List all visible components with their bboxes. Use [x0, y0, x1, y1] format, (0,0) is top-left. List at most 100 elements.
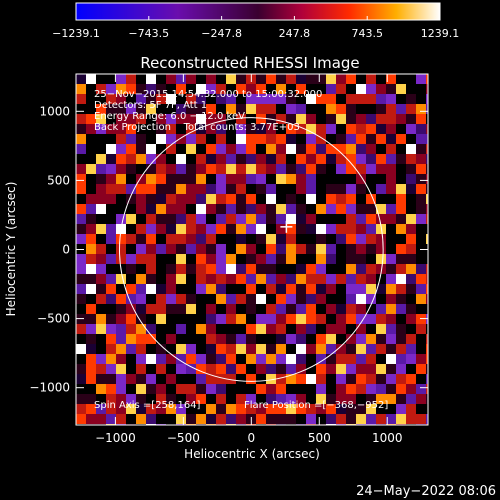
heatmap-cell	[156, 174, 166, 184]
heatmap-cell	[156, 104, 166, 114]
heatmap-cell	[286, 264, 296, 274]
heatmap-cell	[186, 384, 196, 394]
heatmap-cell	[216, 324, 226, 334]
colorbar	[76, 3, 440, 20]
heatmap-cell	[356, 104, 366, 114]
heatmap-cell	[356, 314, 366, 324]
heatmap-cell	[396, 334, 406, 344]
heatmap-cell	[416, 324, 426, 334]
heatmap-cell	[376, 204, 386, 214]
heatmap-cell	[126, 154, 136, 164]
heatmap-cell	[136, 244, 146, 254]
heatmap-cell	[286, 284, 296, 294]
heatmap-cell	[196, 274, 206, 284]
heatmap-cell	[76, 134, 86, 144]
heatmap-cell	[416, 414, 426, 424]
heatmap-cell	[226, 274, 236, 284]
heatmap-cell	[146, 224, 156, 234]
heatmap-cell	[286, 364, 296, 374]
heatmap-cell	[376, 354, 386, 364]
heatmap-cell	[306, 404, 316, 414]
heatmap-cell	[426, 214, 428, 224]
heatmap-cell	[396, 244, 406, 254]
heatmap-cell	[226, 204, 236, 214]
heatmap-cell	[136, 344, 146, 354]
heatmap-cell	[286, 354, 296, 364]
heatmap-cell	[236, 114, 246, 124]
heatmap-cell	[266, 194, 276, 204]
heatmap-cell	[296, 324, 306, 334]
y-tick-label: −1000	[29, 381, 70, 395]
heatmap-cell	[246, 114, 256, 124]
heatmap-cell	[176, 204, 186, 214]
heatmap-cell	[146, 104, 156, 114]
heatmap-cell	[226, 314, 236, 324]
heatmap-cell	[266, 344, 276, 354]
heatmap-cell	[406, 154, 416, 164]
heatmap-cell	[206, 304, 216, 314]
heatmap-cell	[256, 354, 266, 364]
heatmap-cell	[336, 294, 346, 304]
heatmap-cell	[346, 284, 356, 294]
heatmap-cell	[326, 74, 336, 84]
heatmap-cell	[316, 194, 326, 204]
heatmap-cell	[306, 234, 316, 244]
heatmap-cell	[266, 154, 276, 164]
heatmap-cell	[96, 324, 106, 334]
heatmap-cell	[356, 244, 366, 254]
heatmap-cell	[126, 204, 136, 214]
heatmap-cell	[426, 374, 428, 384]
heatmap-cell	[86, 354, 96, 364]
heatmap-cell	[366, 274, 376, 284]
heatmap-cell	[336, 254, 346, 264]
heatmap-cell	[256, 224, 266, 234]
heatmap-cell	[86, 344, 96, 354]
heatmap-cell	[176, 214, 186, 224]
heatmap-cell	[386, 204, 396, 214]
heatmap-cell	[196, 304, 206, 314]
heatmap-cell	[116, 124, 126, 134]
heatmap-cell	[86, 404, 96, 414]
heatmap-cell	[196, 334, 206, 344]
heatmap-cell	[206, 324, 216, 334]
heatmap-cell	[126, 414, 136, 424]
heatmap-cell	[156, 194, 166, 204]
heatmap-cell	[306, 94, 316, 104]
heatmap-cell	[326, 154, 336, 164]
heatmap-cell	[96, 164, 106, 174]
heatmap-cell	[306, 164, 316, 174]
heatmap-cell	[396, 354, 406, 364]
heatmap-cell	[296, 94, 306, 104]
heatmap-cell	[166, 204, 176, 214]
heatmap-cell	[186, 324, 196, 334]
heatmap-cell	[296, 214, 306, 224]
heatmap-cell	[246, 354, 256, 364]
heatmap-cell	[266, 254, 276, 264]
heatmap-cell	[126, 364, 136, 374]
heatmap-cell	[76, 184, 86, 194]
heatmap-cell	[156, 344, 166, 354]
heatmap-cell	[336, 184, 346, 194]
heatmap-cell	[256, 234, 266, 244]
heatmap-cell	[276, 274, 286, 284]
heatmap-cell	[356, 274, 366, 284]
heatmap-cell	[76, 304, 86, 314]
heatmap-cell	[276, 284, 286, 294]
heatmap-cell	[326, 384, 336, 394]
heatmap-cell	[226, 74, 236, 84]
heatmap-cell	[426, 324, 428, 334]
heatmap-cell	[216, 254, 226, 264]
heatmap-cell	[206, 154, 216, 164]
heatmap-cell	[106, 184, 116, 194]
heatmap-cell	[316, 224, 326, 234]
heatmap-cell	[286, 114, 296, 124]
heatmap-cell	[416, 184, 426, 194]
heatmap-cell	[276, 344, 286, 354]
heatmap-cell	[396, 124, 406, 134]
heatmap-cell	[246, 274, 256, 284]
heatmap-cell	[366, 294, 376, 304]
heatmap-cell	[156, 384, 166, 394]
heatmap-cell	[146, 114, 156, 124]
heatmap-cell	[96, 184, 106, 194]
heatmap-cell	[376, 394, 386, 404]
